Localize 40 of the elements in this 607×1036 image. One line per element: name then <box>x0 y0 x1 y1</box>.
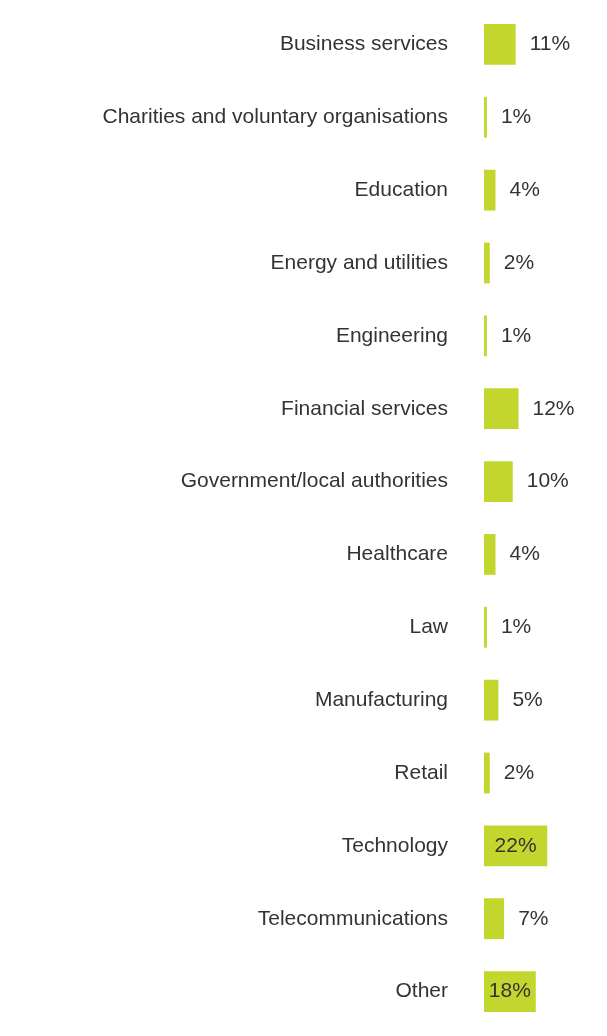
y-tick-label: Financial services <box>281 395 448 419</box>
data-label: 4% <box>509 541 540 565</box>
bar <box>484 752 490 794</box>
bar <box>484 461 513 502</box>
y-tick-label: Charities and voluntary organisations <box>102 104 448 128</box>
bar <box>484 534 496 575</box>
bar <box>484 898 505 940</box>
data-label: 2% <box>503 759 535 783</box>
data-label: 1% <box>500 322 532 346</box>
bar <box>484 606 487 648</box>
y-tick-label: Law <box>409 614 449 638</box>
data-label: 1% <box>500 104 532 128</box>
bar <box>484 388 519 430</box>
y-tick-label: Education <box>354 176 448 200</box>
data-label: 4% <box>509 176 540 200</box>
data-label: 2% <box>503 249 535 273</box>
bar <box>484 315 487 357</box>
y-tick-label: Other <box>395 978 448 1002</box>
y-tick-label: Technology <box>341 832 449 856</box>
y-tick-label: Energy and utilities <box>270 249 448 273</box>
y-tick-label: Healthcare <box>346 541 448 565</box>
bar <box>484 96 487 138</box>
y-tick-label: Manufacturing <box>314 686 448 710</box>
data-label: 11% <box>529 31 571 55</box>
data-label: 18% <box>488 978 531 1002</box>
data-label: 7% <box>518 905 549 929</box>
data-label: 12% <box>532 395 575 419</box>
bar <box>484 24 516 65</box>
bar <box>484 242 490 284</box>
y-tick-label: Government/local authorities <box>180 468 448 492</box>
bar <box>484 679 499 721</box>
bar <box>484 169 496 211</box>
y-tick-label: Retail <box>394 759 448 783</box>
y-tick-label: Telecommunications <box>257 905 448 929</box>
data-label: 10% <box>526 468 569 492</box>
data-label: 22% <box>494 832 537 856</box>
data-label: 1% <box>500 614 532 638</box>
y-tick-label: Engineering <box>335 322 448 346</box>
y-tick-label: Business services <box>279 31 448 55</box>
data-label: 5% <box>512 686 543 710</box>
